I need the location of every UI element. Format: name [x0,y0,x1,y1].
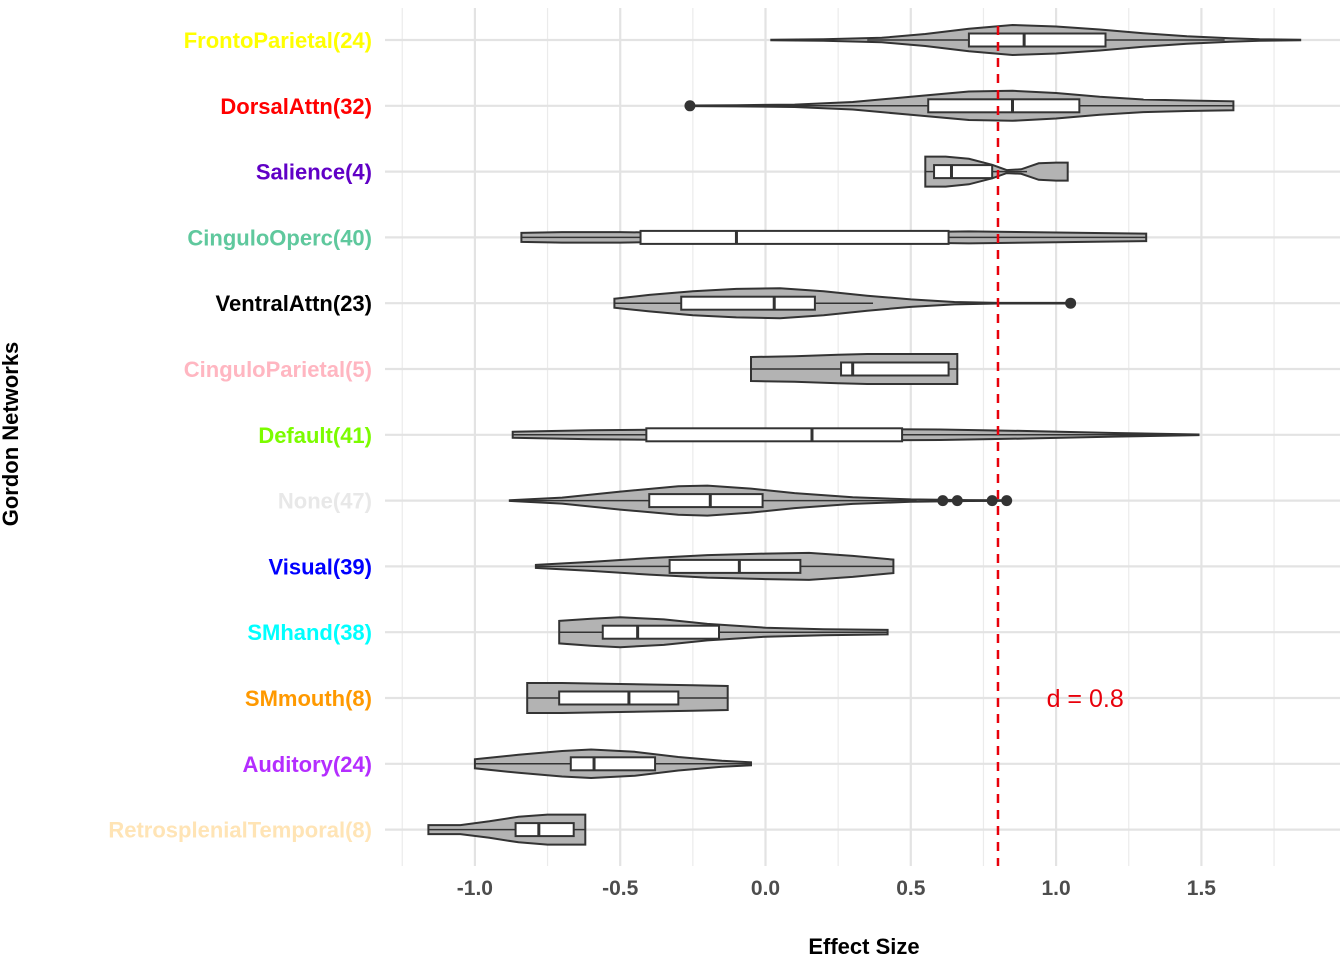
iqr-box [639,229,950,245]
iqr-box [645,427,904,443]
effect-size-annotation: d = 0.8 [1047,685,1124,713]
category-label: DorsalAttn(32) [220,94,372,119]
category-label: CinguloParietal(5) [184,357,372,382]
outlier-point [1001,495,1013,507]
outlier-point [1065,297,1077,309]
category-label: RetrosplenialTemporal(8) [108,818,372,843]
x-tick-label: 1.0 [1041,877,1070,900]
violin-group [558,616,889,649]
iqr-box [840,361,950,377]
violin-group [770,23,1302,57]
x-tick-label: -1.0 [457,877,493,900]
iqr-box [680,295,816,311]
violin-group [508,484,1013,517]
category-label: None(47) [278,489,372,514]
x-tick-label: -0.5 [602,877,639,900]
category-label: Auditory(24) [242,752,372,777]
violin-group [511,427,1200,443]
x-tick-label: 0.0 [751,877,780,900]
y-axis-title: Gordon Networks [0,342,23,527]
outlier-point [951,495,963,507]
iqr-box [601,624,721,640]
category-label: SMhand(38) [247,620,372,645]
iqr-box [668,558,802,574]
category-label: SMmouth(8) [245,686,372,711]
iqr-box [927,98,1081,114]
iqr-box [967,32,1107,48]
x-tick-label: 1.5 [1187,877,1217,900]
iqr-box [569,756,657,772]
violin-group [520,229,1148,245]
violin-group [526,682,729,714]
iqr-box [514,822,575,838]
iqr-box [558,690,680,706]
outlier-point [986,495,998,507]
category-label: FrontoParietal(24) [184,28,372,53]
x-tick-label: 0.5 [896,877,926,900]
violin-group [534,551,895,581]
violin-group [473,748,752,780]
violins [427,23,1302,846]
violin-group [427,813,587,846]
violin-group [613,287,1077,320]
outlier-point [684,100,696,112]
violin-group [750,353,959,385]
iqr-box [648,493,764,509]
x-axis-ticks: -1.0 -0.5 0.0 0.5 1.0 1.5 [457,877,1217,900]
category-label: VentralAttn(23) [216,291,372,316]
category-label: Default(41) [258,423,372,448]
category-label: CinguloOperc(40) [187,225,372,250]
category-label: Salience(4) [256,160,372,185]
violin-group [924,155,1069,188]
y-axis-category-labels: FrontoParietal(24) DorsalAttn(32) Salience… [108,28,372,843]
category-label: Visual(39) [268,554,372,579]
x-axis-title: Effect Size [808,934,919,959]
violin-group [684,89,1235,122]
outlier-point [937,495,949,507]
iqr-box [933,164,994,180]
